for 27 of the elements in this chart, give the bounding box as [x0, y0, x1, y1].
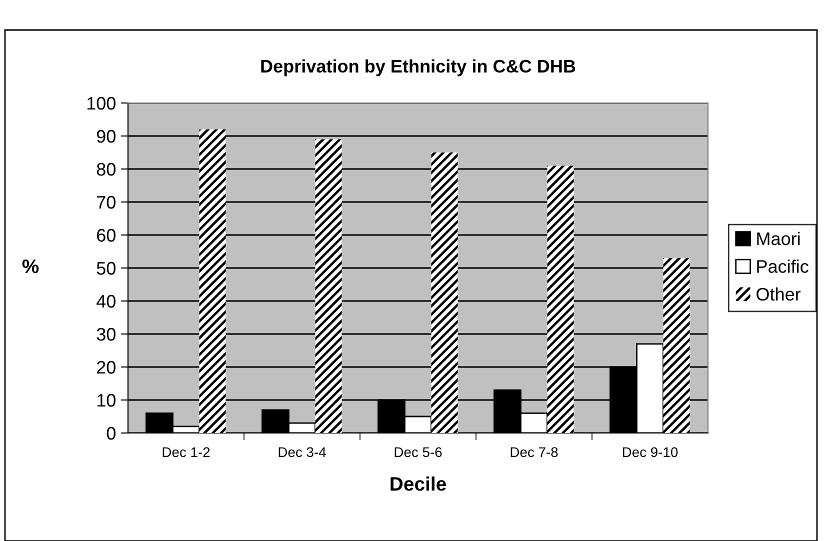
y-tick-label: 0 — [106, 426, 116, 440]
x-tick-label: Dec 7-8 — [510, 447, 558, 458]
legend-label: Pacific — [757, 260, 808, 273]
x-tick-label: Dec 9-10 — [622, 447, 678, 458]
x-tick-label: Dec 5-6 — [394, 447, 442, 458]
bar — [315, 139, 342, 433]
bar — [431, 152, 458, 433]
y-tick-label: 40 — [96, 294, 116, 308]
y-tick-label: 50 — [96, 262, 116, 275]
bar — [547, 166, 574, 433]
legend-label: Other — [756, 287, 801, 301]
y-tick-label: 80 — [96, 162, 116, 176]
x-tick-label: Dec 3-4 — [278, 447, 326, 458]
y-axis-title: % — [22, 260, 39, 274]
chart-title: Deprivation by Ethnicity in C&C DHB — [261, 59, 576, 76]
y-tick-label: 100 — [87, 96, 116, 110]
y-tick-label: 70 — [97, 196, 116, 209]
x-axis-title: Decile — [390, 476, 446, 491]
y-tick-label: 30 — [96, 328, 116, 341]
y-tick-label: 60 — [97, 228, 116, 242]
y-tick-label: 90 — [96, 130, 116, 143]
legend-label: Maori — [757, 232, 800, 246]
x-tick-label: Dec 1-2 — [162, 447, 210, 458]
bar — [663, 258, 690, 433]
bar — [199, 129, 226, 433]
y-tick-label: 10 — [97, 394, 116, 407]
y-tick-label: 20 — [97, 360, 116, 374]
